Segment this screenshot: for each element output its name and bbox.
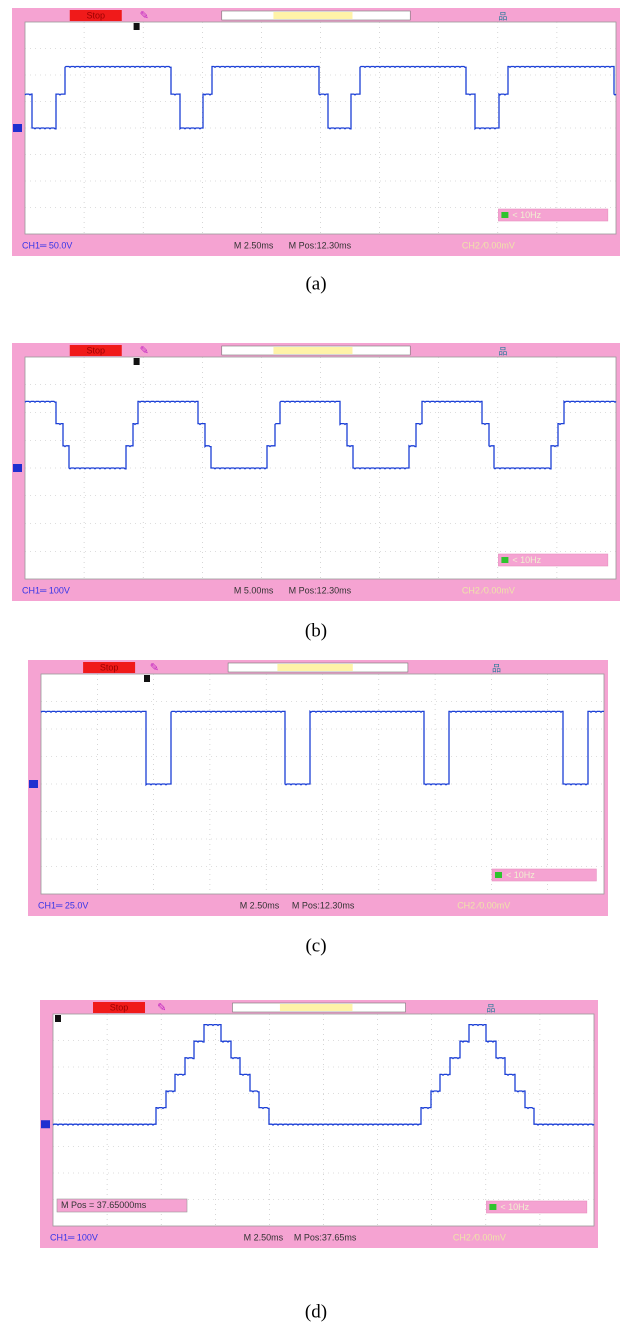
ch2-status: CH2 ⁄0.00mV: [453, 1232, 506, 1242]
net-icon: 品: [498, 11, 507, 21]
scope-screen: Stop ✎ 品 < 10Hz CH1═ 50.0V M 2.50ms M Pos:12.3…: [12, 8, 620, 256]
ch1-status: CH1═ 25.0V: [38, 900, 88, 910]
trigger-marker: [55, 1015, 61, 1022]
caption: (d): [305, 1301, 327, 1322]
freq-box: [486, 1200, 588, 1214]
scope-screen: Stop ✎ 品 < 10Hz M Pos = 37.65000ms CH1═ 100V M…: [40, 1000, 598, 1248]
freq-label: < 10Hz: [500, 1202, 529, 1212]
probe-icon: ✎: [157, 1002, 166, 1014]
ch2-status: CH2 ⁄0.00mV: [462, 240, 515, 250]
waveform: [24, 65, 617, 131]
stop-label: Stop: [100, 662, 119, 672]
timebase: M 5.00ms: [234, 585, 274, 595]
stop-label: Stop: [110, 1002, 129, 1012]
freq-label: < 10Hz: [506, 870, 535, 880]
stop-box: [83, 662, 136, 673]
net-icon: 品: [486, 1003, 495, 1013]
freq-label: < 10Hz: [512, 555, 541, 565]
timebase: M 2.50ms: [244, 1232, 284, 1242]
freq-box: [498, 208, 609, 222]
scope-screen: Stop ✎ 品 < 10Hz CH1═ 25.0V M 2.50ms M Pos:12.3…: [28, 660, 608, 916]
freq-box: [498, 553, 609, 567]
trigger-marker: [133, 23, 140, 30]
caption: (c): [305, 935, 326, 956]
mpos-status: M Pos:12.30ms: [289, 585, 352, 595]
timebase: M 2.50ms: [234, 240, 274, 250]
ch1-status: CH1═ 50.0V: [22, 240, 72, 250]
mpos-status: M Pos:12.30ms: [292, 900, 355, 910]
freq-box: [491, 868, 597, 882]
stop-label: Stop: [87, 10, 106, 20]
ch1-marker: [29, 780, 38, 788]
stop-box: [69, 345, 122, 356]
caption: (b): [305, 620, 327, 641]
trigger-window: [273, 347, 353, 354]
probe-icon: ✎: [150, 662, 159, 674]
scope-screen: Stop ✎ 品 < 10Hz CH1═ 100V M 5.00ms M Pos:12.30…: [12, 343, 620, 601]
probe-icon: ✎: [140, 10, 149, 22]
ch1-status: CH1═ 100V: [50, 1232, 98, 1242]
caption: (a): [305, 273, 326, 294]
freq-icon: [495, 872, 502, 878]
freq-icon: [501, 557, 509, 563]
ch1-marker: [13, 464, 22, 472]
mpos-overlay: M Pos = 37.65000ms: [61, 1200, 147, 1210]
trigger-window: [273, 12, 353, 19]
trigger-marker: [144, 675, 150, 682]
stop-label: Stop: [87, 345, 106, 355]
ch1-marker: [41, 1120, 50, 1129]
trigger-marker: [133, 358, 140, 365]
waveform: [24, 400, 617, 470]
ch2-status: CH2 ⁄0.00mV: [462, 585, 515, 595]
freq-icon: [489, 1204, 497, 1210]
ch2-status: CH2 ⁄0.00mV: [457, 900, 510, 910]
waveform: [40, 710, 604, 787]
ch1-marker: [13, 124, 22, 132]
mpos-status: M Pos:37.65ms: [294, 1232, 357, 1242]
stop-box: [69, 10, 122, 21]
trigger-window: [279, 1004, 353, 1011]
mpos-box: [56, 1198, 188, 1213]
mpos-status: M Pos:12.30ms: [289, 240, 352, 250]
waveform: [52, 1023, 595, 1126]
freq-icon: [501, 212, 509, 218]
net-icon: 品: [498, 346, 507, 356]
stop-box: [93, 1002, 146, 1013]
timebase: M 2.50ms: [240, 900, 280, 910]
freq-label: < 10Hz: [512, 210, 541, 220]
ch1-status: CH1═ 100V: [22, 585, 70, 595]
trigger-window: [277, 664, 353, 671]
net-icon: 品: [492, 663, 501, 673]
probe-icon: ✎: [140, 345, 149, 357]
